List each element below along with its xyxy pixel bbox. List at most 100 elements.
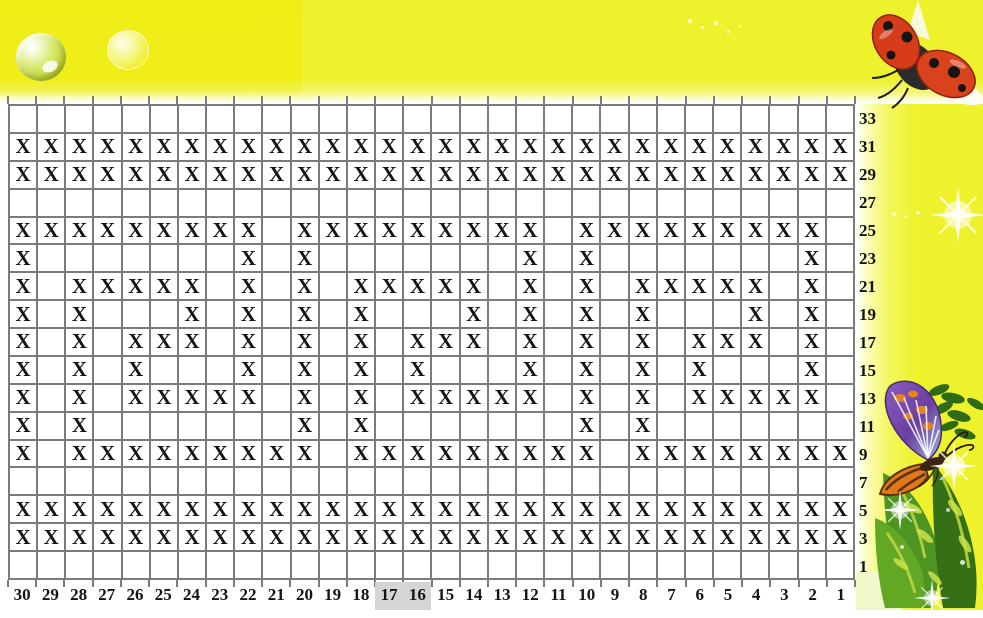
grid-cell: X (66, 161, 93, 188)
x-mark: X (297, 496, 313, 521)
grid-cell (376, 106, 403, 132)
x-mark: X (43, 134, 59, 159)
x-mark: X (15, 217, 31, 242)
x-mark: X (156, 217, 172, 242)
grid-cell: X (178, 496, 206, 523)
grid-cell: X (742, 301, 769, 328)
x-mark: X (71, 329, 87, 354)
x-mark: X (99, 496, 116, 521)
grid-cell: X (122, 440, 149, 467)
x-mark: X (466, 162, 482, 187)
x-mark: X (775, 162, 792, 187)
tick-mark (458, 580, 461, 587)
grid-cell (291, 468, 318, 495)
grid-cell: X (742, 161, 769, 188)
grid-cell (545, 412, 572, 439)
grid-cell: X (347, 412, 375, 439)
x-mark: X (663, 441, 679, 466)
grid-cell (516, 552, 544, 578)
grid-cell: X (488, 133, 515, 160)
grid-cell: X (347, 496, 375, 523)
column-label: 28 (70, 585, 88, 604)
tick-mark (797, 580, 800, 587)
x-mark: X (466, 441, 482, 466)
grid-cell: X (404, 356, 431, 383)
x-mark: X (775, 496, 792, 521)
x-mark: X (635, 441, 651, 466)
grid-cell (319, 552, 346, 578)
grid-cell: X (66, 384, 93, 411)
x-mark: X (437, 273, 454, 298)
grid-cell (404, 189, 431, 216)
grid-cell: X (319, 496, 346, 523)
grid-cell: X (207, 440, 234, 467)
x-mark: X (437, 217, 454, 242)
x-mark: X (212, 385, 228, 410)
x-mark: X (212, 217, 228, 242)
grid-cell (742, 189, 769, 216)
grid-cell (319, 356, 346, 383)
grid-cell (94, 301, 121, 328)
grid-cell: X (150, 161, 177, 188)
grid-cell (714, 356, 741, 383)
grid-cell: X (178, 524, 206, 551)
grid-cell (826, 329, 853, 355)
grid-cell (545, 301, 572, 328)
tick-mark (656, 580, 659, 587)
x-mark: X (804, 217, 820, 242)
grid-cell (291, 189, 318, 216)
grid-cell: X (714, 329, 741, 355)
grid-cell: X (66, 217, 93, 244)
x-mark: X (635, 413, 651, 438)
x-mark: X (43, 217, 59, 242)
grid-cell: X (376, 273, 403, 300)
x-mark: X (381, 273, 397, 298)
x-mark: X (297, 441, 313, 466)
grid-cell: X (235, 301, 262, 328)
x-mark: X (437, 385, 454, 410)
grid-cell (263, 468, 290, 495)
column-label: 6 (695, 585, 704, 604)
grid-cell (545, 468, 572, 495)
x-mark: X (184, 496, 200, 521)
grid-cell (376, 245, 403, 272)
x-mark: X (578, 245, 594, 270)
grid-cell: X (460, 329, 487, 355)
grid-cell: X (685, 329, 713, 355)
x-mark: X (156, 385, 172, 410)
grid-cell (601, 412, 628, 439)
grid-cell (94, 356, 121, 383)
x-mark: X (832, 162, 848, 187)
tick-mark (317, 580, 320, 587)
grid-cell: X (629, 496, 656, 523)
grid-cell: X (10, 356, 37, 383)
grid-cell (319, 329, 346, 355)
x-mark: X (775, 441, 792, 466)
grid-cell: X (432, 524, 459, 551)
grid-cell: X (10, 329, 37, 355)
x-mark: X (71, 496, 87, 521)
x-mark: X (128, 273, 144, 298)
grid-cell: X (178, 161, 206, 188)
tick-mark (148, 96, 151, 104)
grid-cell (545, 329, 572, 355)
tick-mark (35, 96, 38, 104)
grid-cell (742, 356, 769, 383)
x-mark: X (128, 441, 144, 466)
x-mark: X (240, 273, 256, 298)
grid-cell (207, 189, 234, 216)
grid-cell (150, 106, 177, 132)
grid-cell (488, 356, 515, 383)
tick-mark (515, 580, 518, 587)
tick-mark (7, 580, 9, 587)
grid-cell: X (66, 496, 93, 523)
column-label: 2 (808, 585, 817, 604)
grid-cell: X (432, 440, 459, 467)
grid-cell (207, 329, 234, 355)
x-mark: X (99, 217, 116, 242)
grid-cell: X (235, 245, 262, 272)
grid-cell (601, 384, 628, 411)
grid-cell (657, 412, 684, 439)
tick-mark (430, 96, 433, 104)
x-mark: X (578, 134, 594, 159)
